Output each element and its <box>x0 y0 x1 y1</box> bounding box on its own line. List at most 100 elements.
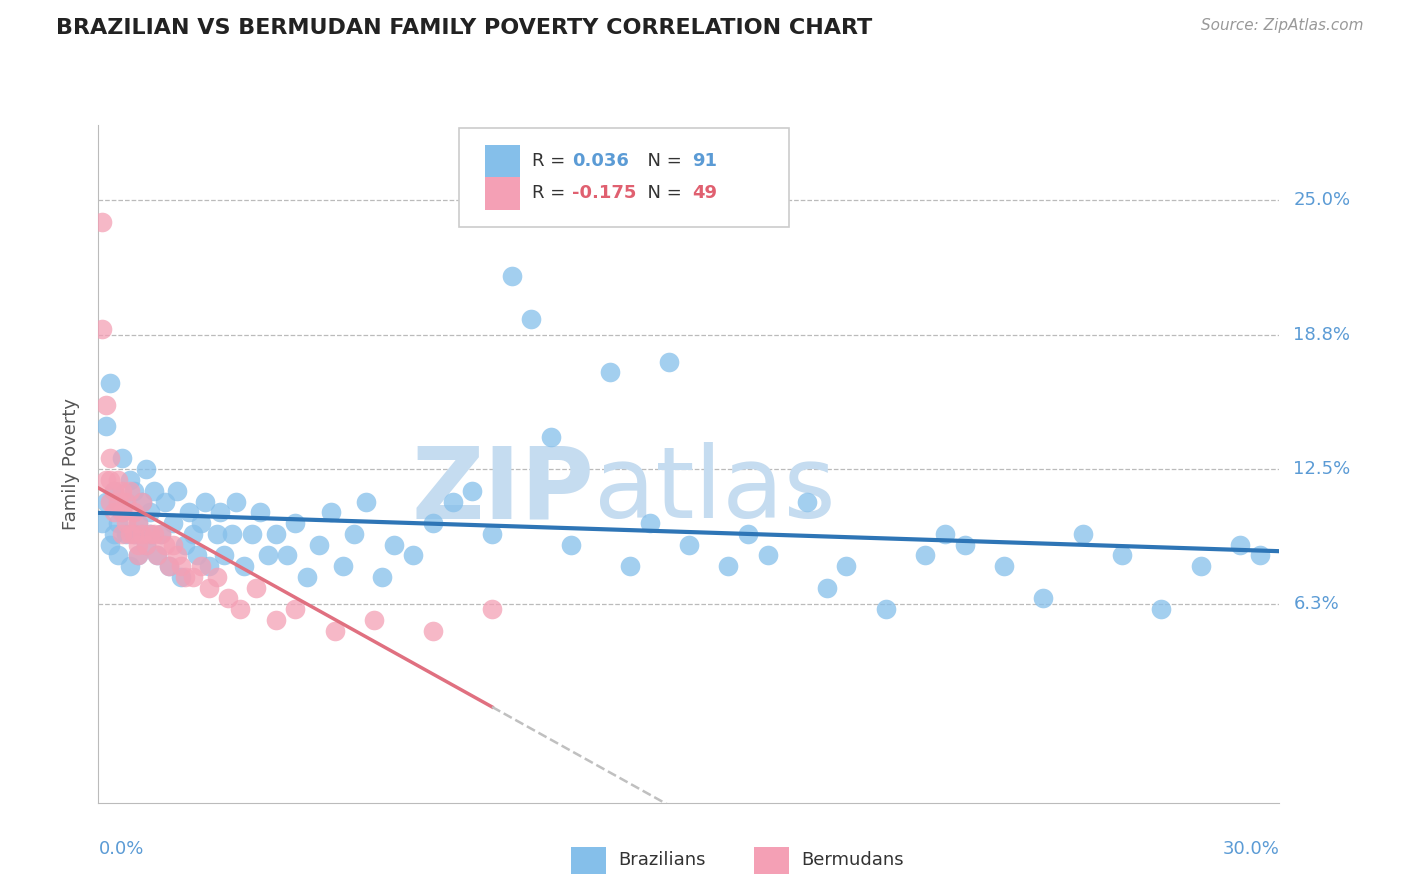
Point <box>1032 591 1054 606</box>
Point <box>181 570 204 584</box>
Point <box>98 451 121 466</box>
Point <box>560 537 582 551</box>
Text: R =: R = <box>531 185 571 202</box>
Point <box>118 526 141 541</box>
Point <box>363 613 385 627</box>
Point <box>157 559 180 574</box>
Point <box>323 624 346 638</box>
Point <box>146 549 169 563</box>
Text: N =: N = <box>636 153 688 170</box>
Point <box>103 526 125 541</box>
FancyBboxPatch shape <box>485 178 520 210</box>
Point <box>98 473 121 487</box>
Point <box>678 537 700 551</box>
Point <box>217 591 239 606</box>
Point <box>162 537 184 551</box>
Point <box>343 526 366 541</box>
Point <box>103 483 125 498</box>
Point <box>122 526 145 541</box>
Point <box>150 526 173 541</box>
Point <box>96 398 118 412</box>
Point <box>875 602 897 616</box>
Point <box>177 505 200 519</box>
Point <box>118 473 141 487</box>
Text: Bermudans: Bermudans <box>801 852 904 870</box>
Point <box>138 526 160 541</box>
Point <box>225 494 247 508</box>
Point <box>402 549 425 563</box>
Point <box>131 526 153 541</box>
Point <box>264 613 287 627</box>
Point <box>107 516 129 530</box>
Point <box>284 516 307 530</box>
Point <box>229 602 252 616</box>
Point <box>146 549 169 563</box>
Point <box>142 483 165 498</box>
FancyBboxPatch shape <box>754 847 789 874</box>
Point <box>103 505 125 519</box>
Text: R =: R = <box>531 153 571 170</box>
Point <box>205 526 228 541</box>
Point <box>135 537 157 551</box>
Point <box>540 430 562 444</box>
Point <box>111 505 134 519</box>
Point <box>194 494 217 508</box>
Point <box>658 354 681 368</box>
Point <box>796 494 818 508</box>
Point <box>162 516 184 530</box>
Point <box>835 559 858 574</box>
Point <box>284 602 307 616</box>
Point <box>174 570 197 584</box>
Text: N =: N = <box>636 185 688 202</box>
Point <box>264 526 287 541</box>
Point <box>142 526 165 541</box>
Point <box>481 526 503 541</box>
Point <box>103 483 125 498</box>
Point <box>127 537 149 551</box>
Point <box>111 483 134 498</box>
Point <box>233 559 256 574</box>
Point <box>91 215 114 229</box>
Text: -0.175: -0.175 <box>572 185 637 202</box>
Point <box>166 483 188 498</box>
Text: 0.036: 0.036 <box>572 153 628 170</box>
Point <box>190 559 212 574</box>
Point <box>115 526 138 541</box>
Point <box>501 268 523 283</box>
Point <box>276 549 298 563</box>
Point <box>155 494 177 508</box>
Point <box>461 483 484 498</box>
Point <box>1111 549 1133 563</box>
Point <box>150 526 173 541</box>
Point <box>115 516 138 530</box>
Point <box>127 516 149 530</box>
Point <box>319 505 342 519</box>
Y-axis label: Family Poverty: Family Poverty <box>62 398 80 530</box>
Point <box>111 505 134 519</box>
Point <box>953 537 976 551</box>
Point <box>166 549 188 563</box>
Point <box>382 537 405 551</box>
FancyBboxPatch shape <box>458 128 789 227</box>
Point <box>107 549 129 563</box>
Point <box>131 494 153 508</box>
Text: 12.5%: 12.5% <box>1294 460 1351 478</box>
Point <box>98 494 121 508</box>
Point <box>122 526 145 541</box>
Point <box>190 516 212 530</box>
Text: ZIP: ZIP <box>412 442 595 540</box>
Point <box>118 483 141 498</box>
Point <box>737 526 759 541</box>
Text: 30.0%: 30.0% <box>1223 840 1279 858</box>
Text: BRAZILIAN VS BERMUDAN FAMILY POVERTY CORRELATION CHART: BRAZILIAN VS BERMUDAN FAMILY POVERTY COR… <box>56 18 873 37</box>
Point <box>197 581 219 595</box>
Text: 49: 49 <box>693 185 717 202</box>
Point <box>174 537 197 551</box>
Point <box>98 537 121 551</box>
Point <box>135 537 157 551</box>
Point <box>354 494 377 508</box>
Point <box>815 581 838 595</box>
Point <box>221 526 243 541</box>
Point <box>1071 526 1094 541</box>
Point <box>756 549 779 563</box>
